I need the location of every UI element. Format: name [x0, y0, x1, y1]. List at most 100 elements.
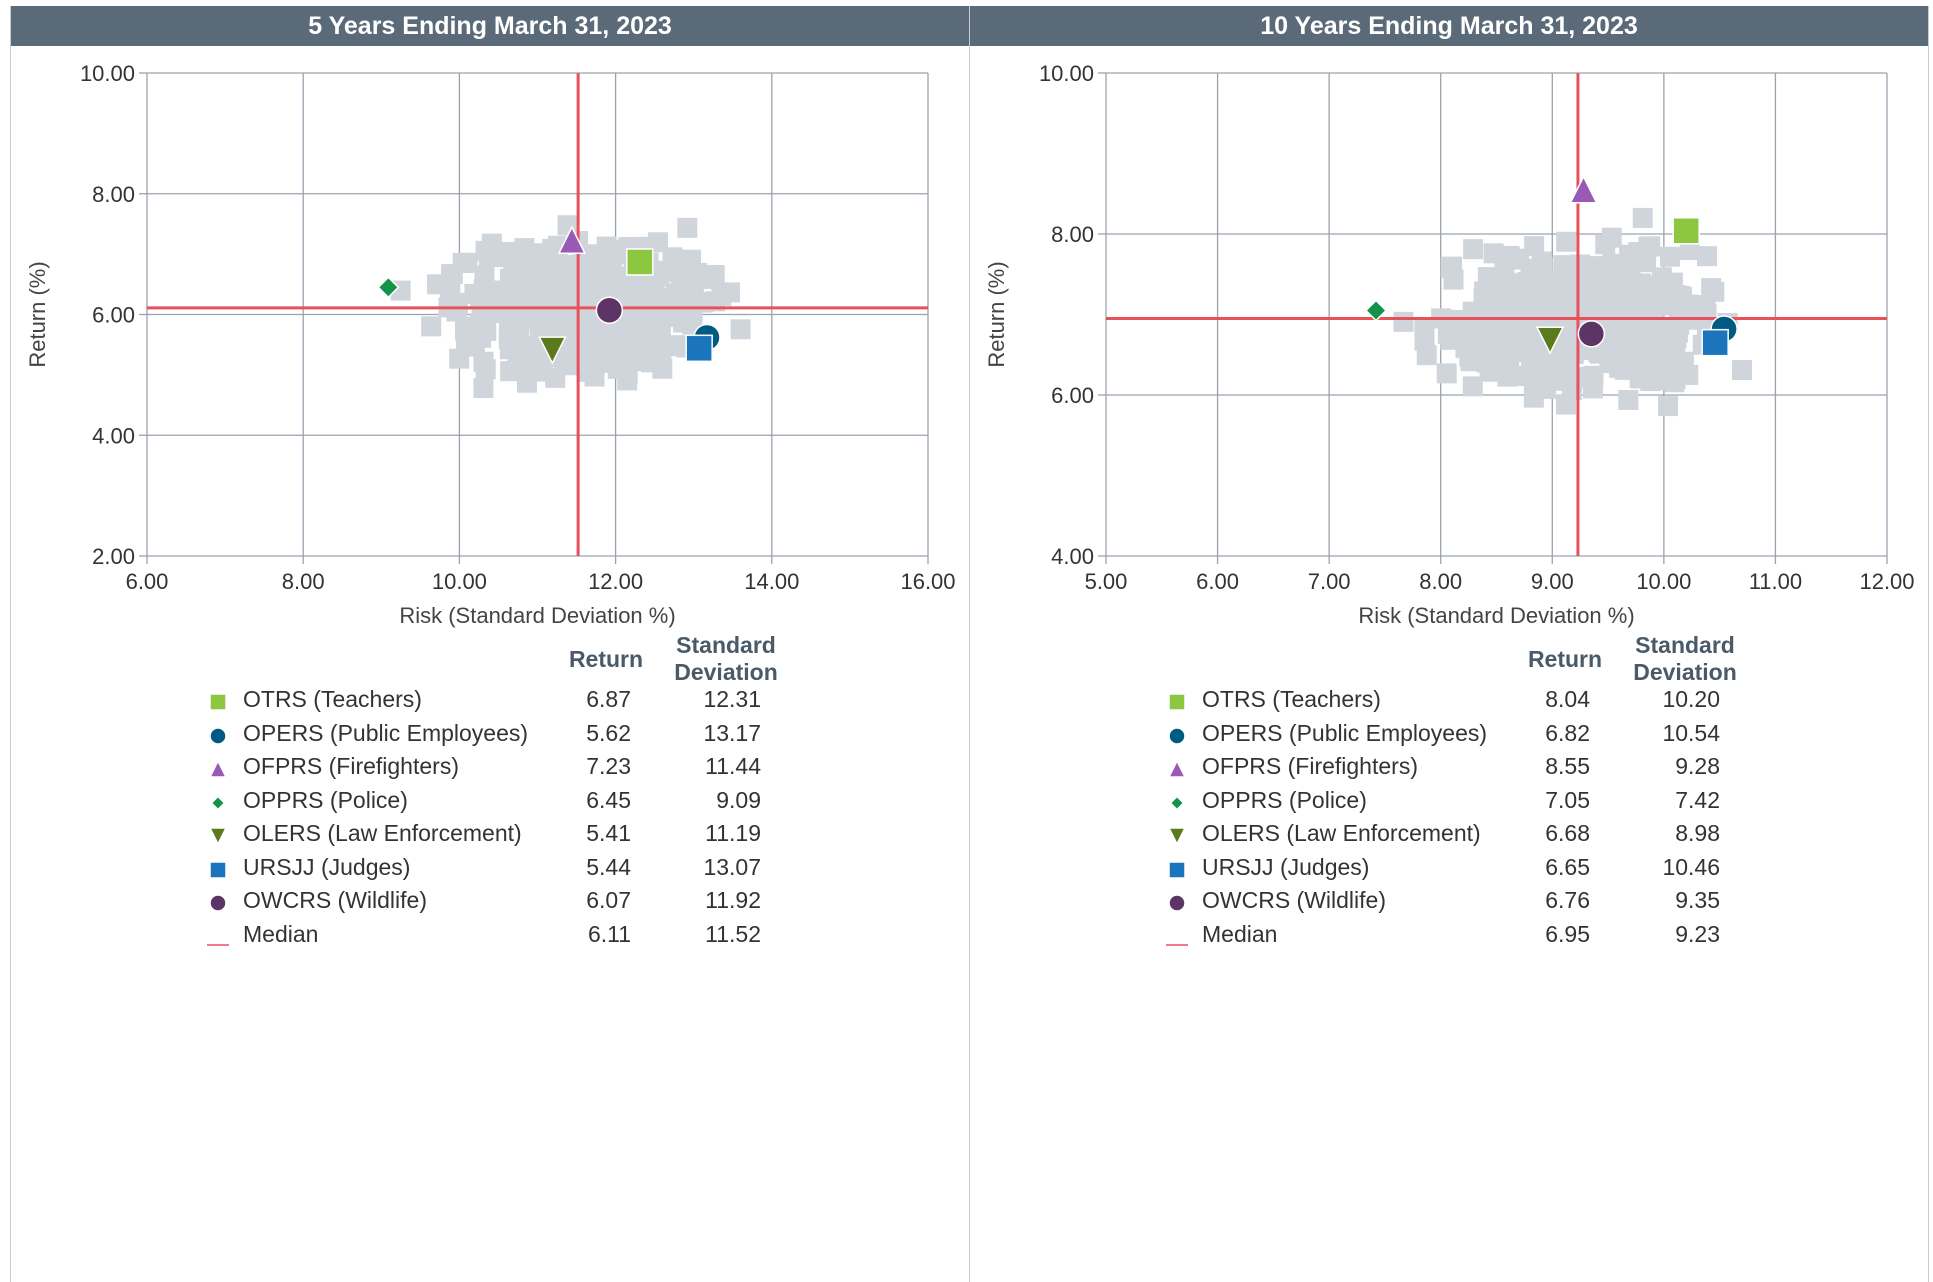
peer-point [1634, 293, 1655, 314]
legend-sd-value: 12.31 [703, 686, 761, 712]
legend-series-name: OLERS (Law Enforcement) [1202, 820, 1481, 846]
peer-point [1620, 317, 1641, 338]
peer-point [1658, 396, 1679, 417]
legend-marker-circle [1168, 894, 1186, 912]
x-tick-label: 12.00 [588, 569, 643, 594]
peer-point [642, 285, 663, 306]
y-axis-label: Return (%) [25, 261, 50, 367]
legend-row: OLERS (Law Enforcement) 5.41 11.19 [201, 820, 801, 854]
legend-marker-diamond [210, 794, 226, 811]
peer-point [1679, 240, 1700, 261]
legend-return-value: 5.44 [586, 853, 631, 880]
peer-point [1662, 272, 1683, 293]
peer-point [585, 244, 606, 265]
legend-series-name: Median [243, 920, 319, 947]
legend-return-value: 8.04 [1545, 686, 1590, 712]
peer-point [683, 280, 704, 301]
peer-point [427, 274, 448, 295]
peer-point [1440, 257, 1461, 278]
peer-point [1532, 286, 1553, 307]
peer-point [510, 269, 531, 290]
point-ursjj [1701, 328, 1729, 357]
peer-point [446, 301, 467, 322]
gridlines [1105, 72, 1888, 557]
scatter-plot-5yr: 6.00 8.00 10.00 12.00 14.00 16.00 2.00 4.00 6.00… [25, 61, 956, 628]
peer-point [1630, 368, 1651, 389]
peer-point [508, 250, 529, 271]
legend-series-name: OFPRS (Firefighters) [1202, 753, 1418, 779]
legend-return-value: 6.65 [1545, 853, 1590, 880]
legend-row: Median 6.11 11.52 [201, 921, 801, 955]
peer-point [649, 260, 670, 281]
legend-row: OWCRS (Wildlife) 6.07 11.92 [201, 887, 801, 921]
peer-point [1440, 329, 1461, 350]
peer-point [566, 339, 587, 360]
legend-marker-square [1168, 860, 1186, 879]
point-opprs [1364, 299, 1388, 322]
chart-panel-10yr: 10 Years Ending March 31, 2023 5.00 6.00 7… [969, 6, 1929, 1282]
plan-points [377, 225, 721, 365]
legend-series-name: OPERS (Public Employees) [1202, 719, 1488, 746]
peer-point [680, 249, 701, 270]
peer-point [652, 358, 673, 379]
x-tick-label: 10.00 [432, 569, 487, 594]
peer-point [541, 278, 562, 299]
legend-return-value: 6.11 [587, 920, 631, 947]
peer-point [1649, 321, 1670, 342]
x-tick-label: 14.00 [744, 569, 799, 594]
peer-point [703, 268, 724, 289]
legend-row: OTRS (Teachers) 6.87 12.31 [201, 686, 801, 720]
legend-sd-value: 8.98 [1675, 820, 1720, 846]
legend-series-name: OTRS (Teachers) [1202, 686, 1381, 712]
legend-marker-triangle-up [1167, 759, 1187, 778]
legend-return-value: 7.23 [586, 753, 631, 779]
legend-sd-value: 9.23 [1675, 920, 1720, 947]
legend-row: OFPRS (Firefighters) 8.55 9.28 [1160, 753, 1760, 787]
point-otrs [1672, 217, 1700, 245]
peer-point [500, 316, 521, 337]
peer-point [555, 300, 576, 321]
peer-point [1697, 246, 1718, 267]
legend-symbol-icon [1168, 693, 1186, 711]
legend-series-name: OPERS (Public Employees) [243, 719, 529, 746]
legend-marker-triangle-down [1167, 827, 1187, 846]
peer-point [449, 348, 470, 369]
x-tick-label: 7.00 [1308, 569, 1351, 594]
y-tick-label: 6.00 [92, 303, 135, 328]
legend-row: OLERS (Law Enforcement) 6.68 8.98 [1160, 820, 1760, 854]
legend-rows: OTRS (Teachers) 8.04 10.20 OPERS (Public Em… [1160, 686, 1760, 954]
x-tick-label: 16.00 [900, 569, 955, 594]
peer-point [1499, 295, 1520, 316]
legend-header-sd-line1: Standard [1635, 632, 1735, 658]
x-tick-label: 6.00 [126, 569, 169, 594]
y-tick-label: 4.00 [92, 423, 135, 448]
plan-points [1364, 175, 1738, 357]
peer-point [730, 319, 751, 340]
peer-point [471, 328, 492, 349]
legend-row: URSJJ (Judges) 5.44 13.07 [201, 854, 801, 888]
legend-header-sd-line2: Deviation [674, 659, 778, 685]
legend-return-value: 6.45 [586, 786, 631, 813]
y-tick-label: 8.00 [1051, 222, 1094, 247]
peer-point [620, 323, 641, 344]
legend-symbol-icon [208, 759, 228, 778]
legend-symbol-icon [1167, 827, 1187, 846]
legend-sd-value: 10.54 [1662, 719, 1720, 746]
x-tick-label: 12.00 [1859, 569, 1914, 594]
legend-rows: OTRS (Teachers) 6.87 12.31 OPERS (Public Em… [201, 686, 801, 954]
peer-point [1663, 338, 1684, 359]
peer-point [1701, 278, 1722, 299]
peer-point [1652, 370, 1673, 391]
peer-point [677, 217, 698, 238]
legend-series-name: OPPRS (Police) [243, 786, 408, 813]
legend-return-value: 5.41 [586, 820, 631, 846]
peer-point [1414, 330, 1435, 351]
median-lines [1106, 73, 1887, 556]
legend-series-name: OWCRS (Wildlife) [1202, 887, 1386, 913]
peer-point [1455, 338, 1476, 359]
x-axis-label: Risk (Standard Deviation %) [399, 603, 675, 628]
legend-return-value: 5.62 [586, 719, 631, 746]
legend-sd-value: 9.28 [1675, 753, 1720, 779]
legend-series-name: Median [1202, 920, 1278, 947]
legend-row: OFPRS (Firefighters) 7.23 11.44 [201, 753, 801, 787]
